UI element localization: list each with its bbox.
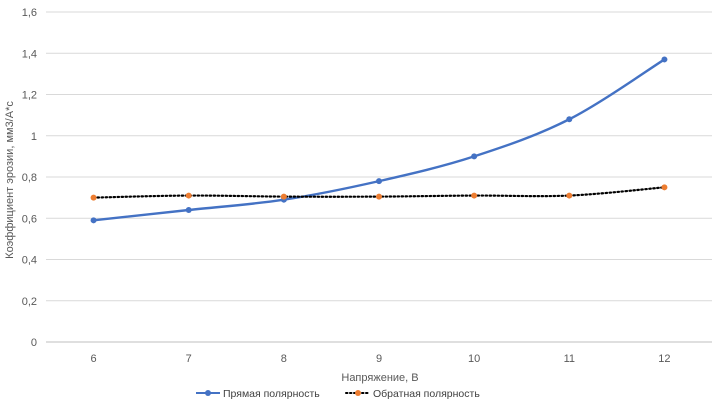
- legend-swatch-marker: [205, 390, 211, 396]
- x-tick-label: 11: [564, 353, 575, 365]
- legend-label: Обратная полярность: [373, 388, 480, 400]
- y-tick-label: 0,4: [22, 255, 37, 267]
- series-layer: [90, 56, 668, 224]
- x-tick-label: 10: [468, 353, 480, 365]
- y-tick-label: 1,6: [22, 7, 37, 19]
- y-tick-label: 0,2: [22, 296, 37, 308]
- y-tick-label: 1,2: [22, 90, 37, 102]
- y-axis-title: Коэффициент эрозии, мм3/А*с: [4, 101, 16, 259]
- x-tick-label: 6: [91, 353, 97, 365]
- legend-item: Обратная полярность: [345, 388, 480, 400]
- data-point: [566, 116, 573, 123]
- data-point: [376, 193, 382, 200]
- data-point: [280, 193, 287, 200]
- y-tick-label: 0,8: [22, 172, 37, 184]
- x-tick-label: 7: [186, 353, 192, 365]
- data-point: [90, 194, 97, 201]
- data-point: [376, 178, 382, 185]
- legend-item: Прямая полярность: [196, 388, 320, 400]
- data-point: [661, 56, 668, 63]
- series-2: [90, 184, 668, 201]
- y-axis-ticks: 0 0,2 0,4 0,6 0,8 1 1,2 1,4 1,6: [22, 7, 37, 349]
- grid-lines: [46, 11, 712, 343]
- legend-swatch-marker: [355, 390, 361, 396]
- data-point: [566, 192, 573, 199]
- data-point: [661, 184, 668, 191]
- data-point: [471, 192, 478, 199]
- data-point: [185, 207, 192, 213]
- x-axis-title: Напряжение, В: [341, 372, 418, 384]
- data-point: [185, 192, 192, 199]
- x-axis-ticks: 6 7 8 9 10 11 12: [91, 353, 671, 365]
- y-tick-label: 1: [31, 131, 37, 143]
- y-tick-label: 0: [31, 337, 37, 349]
- x-tick-label: 8: [281, 353, 287, 365]
- legend: Прямая полярность Обратная полярность: [196, 388, 480, 400]
- data-point: [90, 217, 97, 224]
- data-point: [471, 153, 478, 160]
- y-tick-label: 1,4: [22, 48, 37, 60]
- x-tick-label: 12: [658, 353, 670, 365]
- x-tick-label: 9: [376, 353, 382, 365]
- y-tick-label: 0,6: [22, 213, 37, 225]
- legend-label: Прямая полярность: [223, 388, 320, 400]
